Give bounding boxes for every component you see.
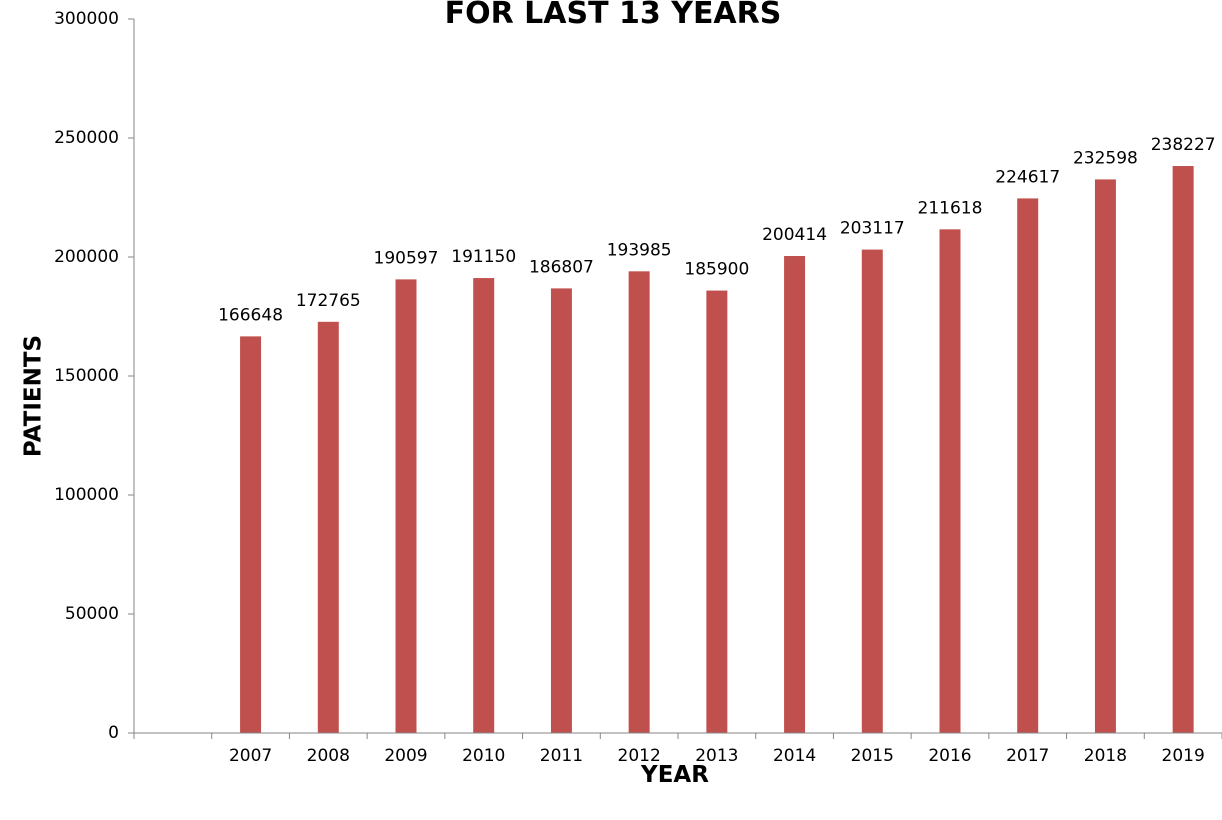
y-tick-label: 200000 [54, 247, 119, 267]
data-label: 185900 [684, 260, 749, 280]
y-tick-label: 250000 [54, 128, 119, 148]
bar [939, 229, 961, 733]
x-tick-label: 2010 [462, 746, 505, 766]
x-tick-label: 2008 [307, 746, 350, 766]
bar [706, 290, 728, 733]
bar [1172, 166, 1194, 733]
data-label: 186807 [529, 257, 594, 277]
data-label: 166648 [218, 305, 283, 325]
y-tick-label: 150000 [54, 366, 119, 386]
x-tick-label: 2012 [618, 746, 661, 766]
data-label: 224617 [995, 167, 1060, 187]
y-tick-label: 300000 [54, 9, 119, 29]
x-tick-label: 2017 [1006, 746, 1049, 766]
x-axis-ticks: 2007 2008 2009 2010 2011 2012 2013 2014 2015 2016… [133, 733, 1222, 766]
data-label: 191150 [451, 247, 516, 267]
y-tick-label: 50000 [65, 604, 119, 624]
bar [473, 278, 495, 733]
data-label: 203117 [840, 219, 905, 239]
bar [1094, 179, 1116, 734]
bar [240, 336, 262, 733]
x-tick-label: 2011 [540, 746, 583, 766]
data-label: 232598 [1073, 148, 1138, 168]
data-labels: 166648 172765 190597 191150 186807 193985 1859… [218, 135, 1215, 325]
chart-title: FOR LAST 13 YEARS [444, 0, 782, 31]
y-tick-label: 100000 [54, 485, 119, 505]
data-label: 200414 [762, 225, 827, 245]
y-tick-label: 0 [108, 723, 119, 743]
data-label: 172765 [296, 291, 361, 311]
x-tick-label: 2019 [1162, 746, 1205, 766]
x-tick-label: 2014 [773, 746, 816, 766]
bar [784, 256, 806, 733]
x-tick-label: 2009 [384, 746, 427, 766]
bar [317, 321, 339, 733]
x-tick-label: 2018 [1084, 746, 1127, 766]
bar [550, 288, 572, 733]
bar-series [240, 166, 1194, 734]
bar [628, 271, 650, 733]
x-tick-label: 2007 [229, 746, 272, 766]
x-axis-title: YEAR [640, 762, 709, 788]
bar [1017, 198, 1039, 733]
bar [861, 249, 883, 733]
bar [395, 279, 417, 733]
x-tick-label: 2013 [695, 746, 738, 766]
x-tick-label: 2016 [928, 746, 971, 766]
y-axis-ticks: 0 50000 100000 150000 200000 250000 300000 [54, 9, 134, 743]
x-tick-label: 2015 [851, 746, 894, 766]
y-axis-title: PATIENTS [21, 335, 47, 457]
data-label: 238227 [1151, 135, 1216, 155]
data-label: 193985 [607, 240, 672, 260]
data-label: 211618 [918, 198, 983, 218]
data-label: 190597 [374, 248, 439, 268]
